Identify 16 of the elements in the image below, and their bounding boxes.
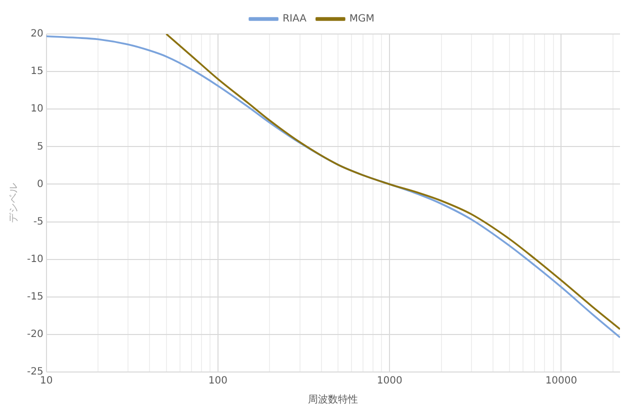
- x-tick-label: 10000: [545, 376, 578, 387]
- y-tick-label: -20: [26, 329, 44, 340]
- y-tick-label: -10: [26, 254, 44, 265]
- y-tick-label: 10: [30, 104, 44, 115]
- y-tick-label: 0: [36, 178, 44, 190]
- legend-label: MGM: [349, 14, 374, 25]
- x-axis-title: 周波数特性: [308, 394, 358, 406]
- y-axis-title: デシベル: [8, 183, 20, 223]
- y-tick-label: 20: [30, 28, 44, 40]
- y-tick-label: 5: [36, 141, 44, 152]
- x-tick-label: 100: [208, 376, 228, 387]
- y-tick-label: -5: [33, 216, 44, 228]
- legend-label: RIAA: [282, 14, 307, 25]
- x-tick-label: 1000: [376, 376, 402, 387]
- y-tick-label: -15: [26, 291, 44, 302]
- y-tick-label: 15: [30, 66, 44, 78]
